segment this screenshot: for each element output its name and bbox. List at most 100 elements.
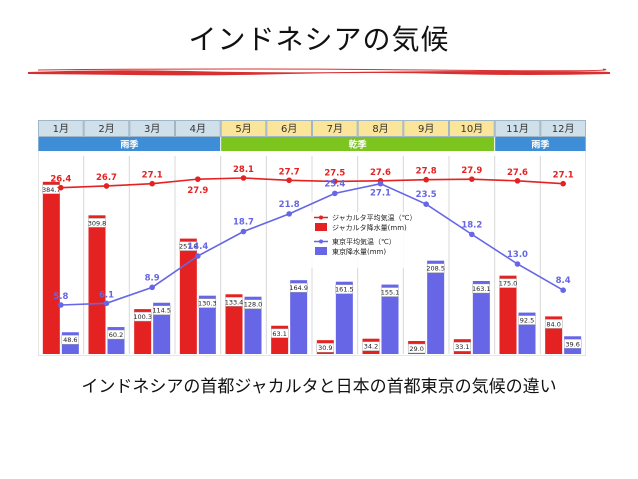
bar-value-box [563, 339, 582, 349]
tokyo-temp-label: 21.8 [279, 200, 300, 210]
month-label: 9月 [418, 123, 434, 135]
jakarta-temp-point [240, 175, 247, 181]
bar-value-box [244, 299, 262, 309]
bar-value-box [544, 319, 563, 329]
tokyo-rain-label: 130.3 [198, 300, 217, 308]
season-band [495, 137, 586, 151]
month-label: 5月 [235, 123, 251, 135]
tokyo-rain-label: 114.5 [152, 307, 171, 315]
tokyo-temp-point [377, 180, 384, 187]
jakarta-temp-label: 27.9 [187, 186, 208, 196]
tokyo-temp-label: 8.4 [556, 276, 571, 286]
tokyo-temp-point [240, 228, 247, 235]
bar-value-box [518, 315, 536, 325]
bar-value-box [61, 335, 80, 345]
tokyo-rain-bar [244, 296, 262, 354]
month-label: 6月 [281, 123, 297, 135]
tokyo-rain-label: 155.1 [381, 289, 400, 297]
tokyo-temp-point [423, 201, 429, 207]
jakarta-rain-bar [42, 181, 60, 354]
month-label: 7月 [327, 123, 343, 135]
jakarta-temp-point [514, 178, 521, 184]
season-label: 雨季 [531, 139, 550, 151]
tokyo-temp-label: 23.5 [416, 190, 437, 200]
month-header-cell [266, 120, 312, 137]
season-label: 雨季 [120, 139, 139, 151]
page-title: インドネシアの気候 [188, 23, 450, 56]
month-header-cell [494, 120, 541, 137]
jakarta-rain-label: 257.8 [179, 243, 198, 251]
tokyo-rain-bar [381, 284, 399, 354]
tokyo-rain-label: 208.5 [426, 265, 445, 273]
season-band [38, 137, 221, 151]
jakarta-temp-point [58, 184, 64, 191]
tokyo-temp-line [60, 182, 564, 306]
legend-bg [310, 212, 426, 268]
chart-legend: ジャカルタ平均気温（℃）ジャカルタ降水量(mm) 東京平均気温（℃）東京降水量(m… [310, 212, 426, 268]
bar-value-box [198, 298, 217, 308]
brush-stroke-divider [28, 68, 610, 76]
jakarta-temp-point [149, 180, 155, 187]
jakarta-temp-point [332, 178, 338, 185]
jakarta-temp-point [469, 176, 475, 182]
jakarta-rain-bar [499, 275, 517, 354]
legend-box-swatch [315, 223, 327, 231]
tokyo-temp-label: 18.2 [461, 220, 482, 230]
month-header-cell [540, 120, 587, 137]
jakarta-temp-label: 27.5 [324, 168, 345, 178]
tokyo-temp-point [514, 261, 521, 267]
jakarta-rain-label: 175.0 [499, 280, 518, 288]
tokyo-rain-bar [198, 295, 216, 354]
legend-box-swatch [315, 247, 327, 255]
month-header-cell [357, 120, 404, 137]
month-header-cell [220, 120, 267, 137]
tokyo-temp-label: 6.1 [99, 290, 114, 300]
month-header-cell [38, 120, 84, 137]
tokyo-rain-label: 48.6 [63, 336, 77, 344]
tokyo-temp-label: 18.7 [233, 218, 254, 228]
month-label: 11月 [506, 123, 529, 135]
jakarta-temp-label: 27.6 [370, 168, 391, 178]
bar-value-box [316, 342, 335, 353]
jakarta-temp-point [423, 176, 429, 183]
chart-caption: インドネシアの首都ジャカルタと日本の首都東京の気候の違い [81, 377, 557, 397]
tokyo-temp-point [195, 253, 201, 259]
season-band [221, 137, 495, 151]
jakarta-rain-label: 30.9 [318, 344, 332, 352]
tokyo-temp-point [469, 231, 475, 238]
tokyo-temp-label: 27.1 [370, 189, 391, 199]
legend-dot-swatch [319, 239, 323, 244]
month-header-cell [312, 120, 358, 137]
legend-label: 東京平均気温（℃） [332, 237, 396, 246]
tokyo-temp-label: 25.4 [324, 179, 345, 189]
bar-value-box [270, 328, 289, 338]
bar-value-box [472, 283, 491, 294]
month-label: 12月 [552, 123, 575, 135]
tokyo-temp-point [103, 300, 110, 307]
tokyo-rain-label: 92.5 [520, 317, 534, 325]
tokyo-temp-point [560, 287, 566, 293]
jakarta-rain-label: 309.8 [88, 219, 107, 227]
tokyo-rain-label: 39.6 [565, 340, 579, 348]
tokyo-rain-bar [427, 260, 445, 354]
tokyo-rain-label: 161.5 [335, 286, 354, 294]
jakarta-rain-label: 34.2 [364, 343, 378, 351]
season-label: 乾季 [349, 139, 368, 151]
tokyo-rain-label: 163.1 [472, 285, 491, 293]
bar-value-box [335, 284, 354, 294]
bar-value-box [179, 241, 198, 251]
tokyo-rain-bar [153, 302, 171, 354]
bar-value-box [407, 343, 426, 354]
jakarta-temp-line [60, 177, 564, 189]
jakarta-temp-point [560, 180, 566, 187]
month-header-cell [83, 120, 130, 137]
bar-value-box [362, 341, 380, 351]
tokyo-temp-point [332, 190, 338, 197]
tokyo-temp-label: 5.8 [53, 292, 68, 302]
bar-value-box [88, 218, 106, 228]
bar-value-box [289, 282, 308, 293]
jakarta-rain-bar [225, 294, 243, 354]
tokyo-rain-bar [335, 281, 353, 354]
month-header-cell [403, 120, 450, 137]
month-label: 3月 [144, 123, 160, 135]
